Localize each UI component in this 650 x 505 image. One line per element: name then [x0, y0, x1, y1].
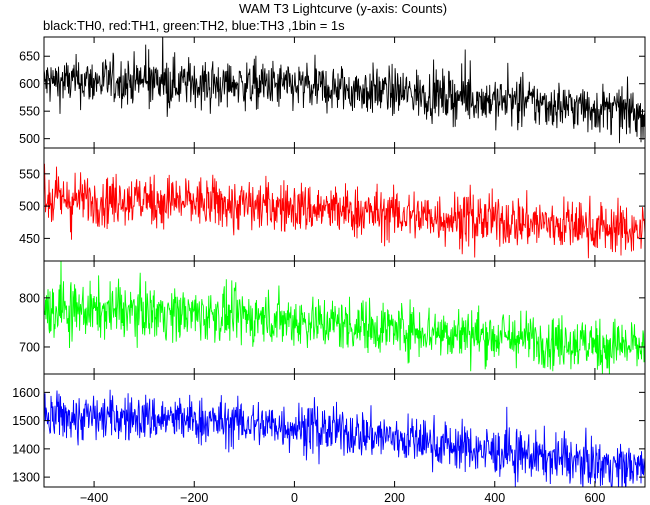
- y-tick-label: 500: [19, 200, 40, 214]
- x-tick-label: 200: [384, 491, 405, 505]
- panel-th3: 1300 1400 1500 1600 −400 −200 0 200 400 600: [12, 373, 646, 505]
- panel-th2: 700 800: [19, 260, 646, 375]
- series-line-th2: [44, 261, 645, 374]
- y-tick-label: 1600: [12, 386, 40, 400]
- y-tick-label: 550: [19, 105, 40, 119]
- chart-subtitle: black:TH0, red:TH1, green:TH2, blue:TH3 …: [43, 18, 345, 33]
- series-line-th0: [44, 37, 645, 144]
- y-tick-label: 1400: [12, 442, 40, 456]
- y-tick-label: 700: [19, 340, 40, 354]
- panel-frame: [43, 373, 646, 488]
- panel-th1: 450 500 550: [19, 147, 646, 262]
- x-tick-label: −400: [80, 491, 108, 505]
- y-tick-label: 650: [19, 50, 40, 64]
- panel-th0: 500 550 600 650: [19, 36, 646, 149]
- x-tick-label: 400: [484, 491, 505, 505]
- y-tick-label: 500: [19, 132, 40, 146]
- y-tick-label: 1300: [12, 471, 40, 485]
- series-line-th1: [44, 163, 645, 259]
- x-tick-label: −200: [180, 491, 208, 505]
- x-tick-label: 0: [291, 491, 298, 505]
- x-tick-label: 600: [584, 491, 605, 505]
- y-tick-label: 600: [19, 77, 40, 91]
- panels-group: 5005506006504505005507008001300140015001…: [12, 36, 646, 505]
- y-tick-label: 1500: [12, 414, 40, 428]
- series-line-th3: [44, 389, 645, 487]
- y-tick-label: 800: [19, 291, 40, 305]
- y-tick-label: 450: [19, 232, 40, 246]
- chart-title: WAM T3 Lightcurve (y-axis: Counts): [239, 1, 447, 16]
- y-tick-label: 550: [19, 167, 40, 181]
